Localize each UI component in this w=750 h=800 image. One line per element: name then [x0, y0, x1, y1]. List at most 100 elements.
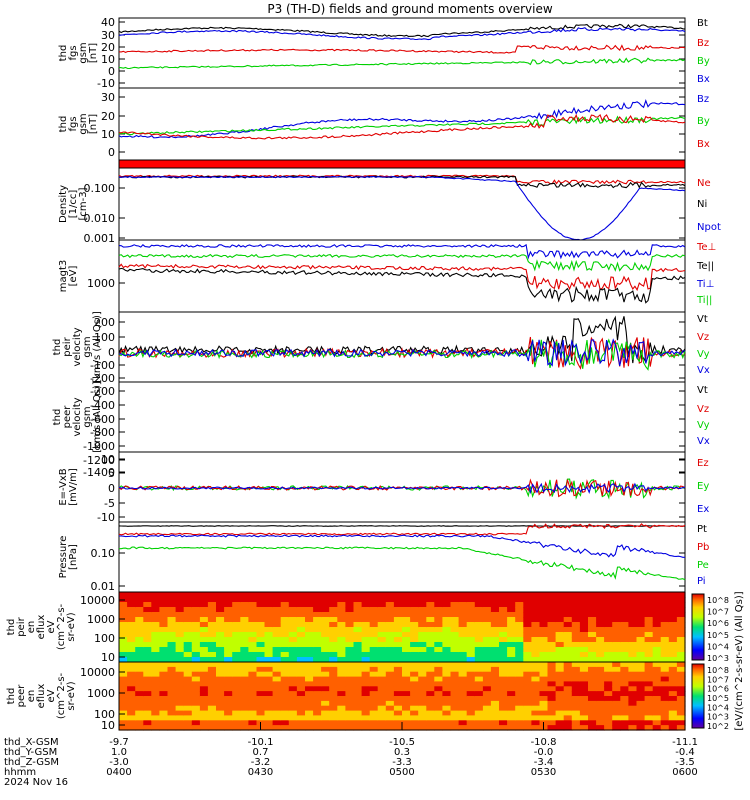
series-bz — [118, 99, 686, 139]
y-tick-label: -10 — [97, 77, 115, 90]
heatmap-cell — [175, 657, 185, 663]
heatmap-cell — [337, 686, 346, 692]
heatmap-cell — [652, 642, 662, 648]
legend-ex: Ex — [697, 504, 709, 515]
heatmap-cell — [523, 715, 532, 721]
heatmap-cell — [563, 602, 573, 608]
heatmap-cell — [604, 725, 613, 731]
heatmap-cell — [442, 617, 452, 623]
heatmap-cell — [636, 720, 646, 726]
heatmap-cell — [434, 681, 443, 687]
heatmap-cell — [199, 696, 209, 702]
heatmap-cell — [183, 691, 193, 697]
heatmap-cell — [264, 725, 274, 731]
heatmap-cell — [337, 597, 346, 603]
heatmap-cell — [539, 691, 549, 697]
heatmap-cell — [207, 681, 217, 687]
heatmap-cell — [337, 627, 346, 633]
heatmap-cell — [369, 666, 379, 673]
heatmap-cell — [442, 622, 452, 628]
heatmap-cell — [207, 652, 217, 658]
heatmap-cell — [264, 612, 274, 618]
heatmap-cell — [418, 622, 427, 628]
heatmap-cell — [119, 657, 128, 663]
heatmap-cell — [159, 691, 169, 697]
heatmap-cell — [466, 622, 476, 628]
heatmap-cell — [596, 592, 605, 598]
heatmap-cell — [620, 710, 629, 717]
heatmap-cell — [482, 681, 492, 687]
series-bx — [118, 27, 686, 41]
heatmap-cell — [402, 725, 411, 731]
heatmap-cell — [410, 592, 419, 598]
heatmap-cell — [668, 700, 678, 707]
heatmap-cell — [450, 696, 460, 702]
heatmap-cell — [167, 627, 177, 633]
heatmap-cell — [119, 705, 128, 712]
heatmap-cell — [652, 700, 662, 707]
heatmap-cell — [636, 637, 646, 643]
heatmap-cell — [159, 592, 169, 598]
heatmap-cell — [620, 622, 629, 628]
heatmap-cell — [410, 637, 419, 643]
heatmap-cell — [410, 662, 419, 668]
heatmap-cell — [385, 592, 395, 598]
heatmap-cell — [660, 642, 670, 648]
footer-value: -11.1 — [672, 737, 698, 748]
heatmap-cell — [571, 671, 581, 678]
heatmap-cell — [402, 671, 411, 678]
heatmap-cell — [620, 612, 629, 618]
heatmap-cell — [579, 710, 589, 717]
heatmap-cell — [288, 632, 298, 638]
heatmap-cell — [547, 627, 557, 633]
heatmap-cell — [628, 617, 638, 623]
heatmap-cell — [305, 657, 314, 663]
y-tick-label: 1000 — [87, 687, 115, 700]
heatmap-cell — [596, 637, 605, 643]
heatmap-cell — [539, 666, 549, 673]
heatmap-cell — [353, 602, 363, 608]
heatmap-cell — [143, 686, 152, 692]
heatmap-cell — [135, 632, 144, 638]
heatmap-cell — [361, 627, 371, 633]
heatmap-cell — [515, 666, 524, 673]
heatmap-cell — [167, 676, 177, 683]
heatmap-cell — [216, 696, 225, 702]
heatmap-cell — [531, 647, 541, 653]
heatmap-cell — [636, 681, 646, 687]
heatmap-cell — [644, 657, 654, 663]
heatmap-cell — [393, 720, 403, 726]
heatmap-cell — [127, 725, 136, 731]
heatmap-cell — [183, 642, 193, 648]
heatmap-cell — [183, 666, 193, 673]
heatmap-cell — [515, 632, 524, 638]
heatmap-cell — [385, 691, 395, 697]
heatmap-cell — [636, 691, 646, 697]
heatmap-cell — [620, 642, 629, 648]
heatmap-cell — [466, 627, 476, 633]
heatmap-cell — [264, 662, 274, 668]
heatmap-cell — [151, 642, 160, 648]
heatmap-cell — [410, 642, 419, 648]
heatmap-cell — [248, 715, 258, 721]
heatmap-cell — [248, 720, 258, 726]
heatmap-cell — [216, 705, 225, 712]
heatmap-cell — [418, 597, 427, 603]
heatmap-cell — [652, 666, 662, 673]
heatmap-cell — [199, 617, 209, 623]
heatmap-cell — [628, 657, 638, 663]
heatmap-cell — [288, 710, 298, 717]
heatmap-cell — [151, 715, 160, 721]
heatmap-cell — [175, 617, 185, 623]
heatmap-cell — [321, 597, 330, 603]
heatmap-cell — [434, 676, 443, 683]
heatmap-cell — [555, 696, 565, 702]
heatmap-cell — [361, 597, 371, 603]
heatmap-cell — [596, 666, 605, 673]
heatmap-cell — [547, 671, 557, 678]
heatmap-cell — [555, 647, 565, 653]
heatmap-cell — [450, 617, 460, 623]
heatmap-cell — [288, 642, 298, 648]
heatmap-cell — [345, 632, 355, 638]
heatmap-cell — [353, 715, 363, 721]
